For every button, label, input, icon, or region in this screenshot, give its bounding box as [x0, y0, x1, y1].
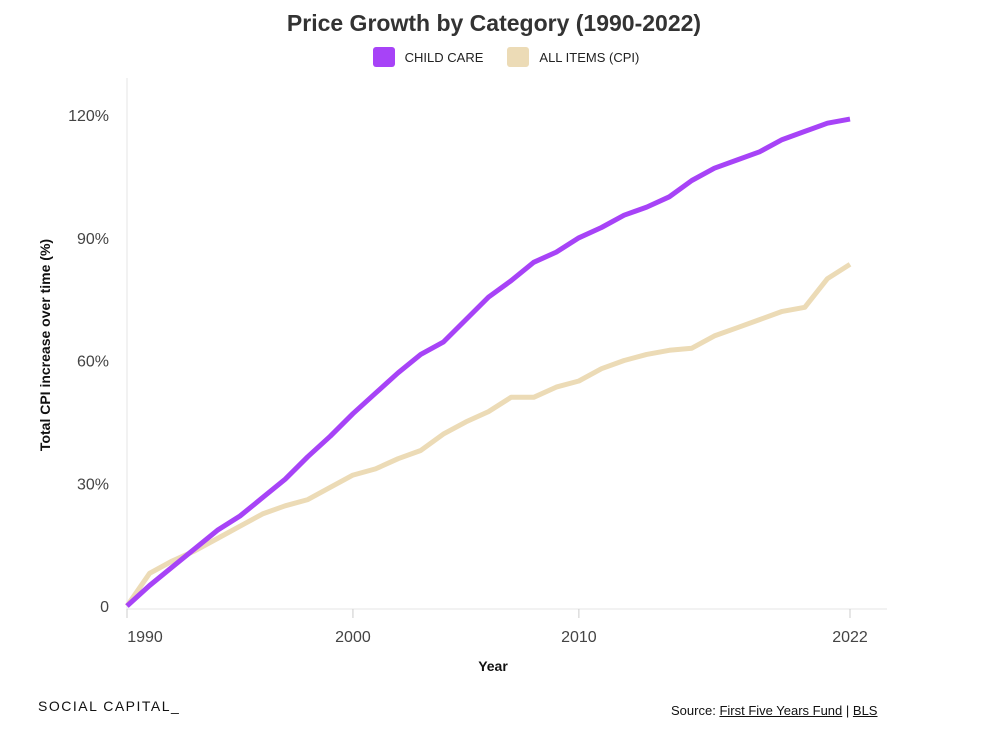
x-tick-label: 1990 [127, 629, 163, 646]
x-tick-label: 2022 [832, 629, 868, 646]
series-line-all-items[interactable] [124, 262, 852, 608]
source-credit: Source: First Five Years Fund | BLS [671, 703, 877, 718]
source-link-first-five-years-fund[interactable]: First Five Years Fund [719, 703, 843, 718]
x-axis-title: Year [478, 658, 508, 674]
legend-item-all-items[interactable]: ALL ITEMS (CPI) [507, 47, 639, 67]
legend-swatch-all-items [507, 47, 530, 67]
y-tick-label: 30% [77, 476, 109, 493]
legend-item-child-care[interactable]: CHILD CARE [372, 47, 484, 67]
source-separator: | [845, 703, 850, 718]
y-tick-label: 90% [77, 231, 109, 248]
legend-label-all-items: ALL ITEMS (CPI) [539, 49, 640, 65]
y-tick-label: 120% [68, 108, 109, 125]
legend-swatch-child-care [372, 47, 395, 67]
x-tick-label: 2000 [335, 629, 371, 646]
source-prefix: Source: [671, 703, 716, 718]
brand-logo: SOCIAL CAPITAL_ [38, 698, 181, 714]
y-axis-title: Total CPI increase over time (%) [37, 239, 53, 451]
chart-title: Price Growth by Category (1990-2022) [286, 10, 702, 36]
chart-axes: 0 30% 60% 90% 120% 1990 2000 2010 2022 [68, 78, 887, 646]
chart-legend: CHILD CARE ALL ITEMS (CPI) [0, 47, 1001, 67]
series-line-child-care[interactable] [125, 116, 851, 608]
y-tick-label: 60% [77, 354, 109, 371]
source-link-bls[interactable]: BLS [852, 703, 878, 718]
y-tick-label: 0 [100, 599, 109, 616]
chart-series [124, 116, 852, 608]
legend-label-child-care: CHILD CARE [404, 49, 484, 65]
x-tick-label: 2010 [561, 629, 597, 646]
